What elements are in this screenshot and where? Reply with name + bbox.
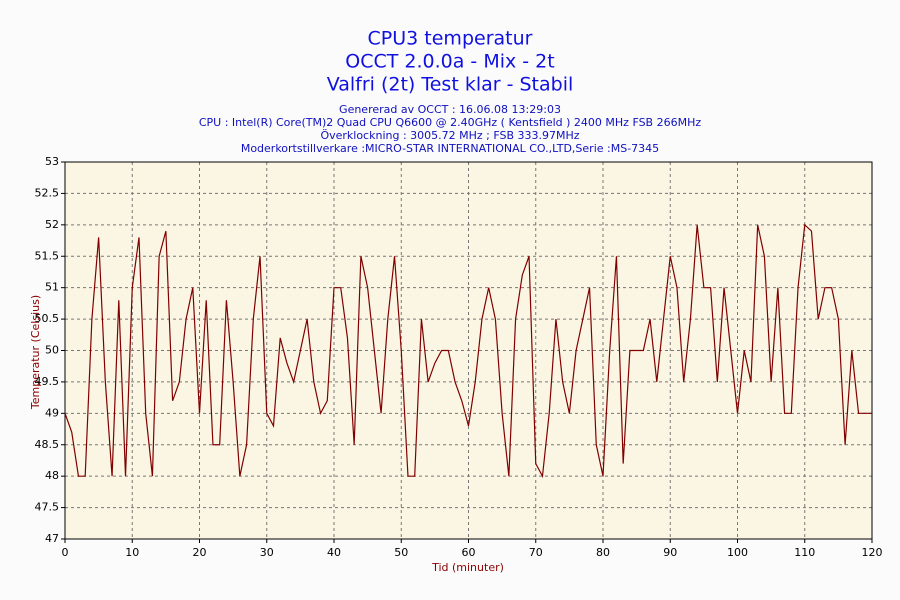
info: Överklockning : 3005.72 MHz ; FSB 333.97… xyxy=(320,129,579,142)
info: Genererad av OCCT : 16.06.08 13:29:03 xyxy=(339,103,561,116)
x-tick-label: 50 xyxy=(394,546,408,559)
x-tick-label: 10 xyxy=(125,546,139,559)
y-tick-label: 47 xyxy=(45,532,59,545)
y-tick-label: 48.5 xyxy=(35,438,60,451)
line-series xyxy=(64,223,872,479)
info: Moderkortstillverkare :MICRO-STAR INTERN… xyxy=(241,142,659,155)
title: Valfri (2t) Test klar - Stabil xyxy=(327,74,574,96)
x-tick-label: 80 xyxy=(596,546,610,559)
y-axis-label: Temperatur (Celsius) xyxy=(29,295,42,410)
y-tick-label: 53 xyxy=(45,155,59,168)
x-tick-label: 60 xyxy=(462,546,476,559)
x-tick-label: 20 xyxy=(193,546,207,559)
title: CPU3 temperatur xyxy=(368,28,533,50)
y-tick-label: 50.5 xyxy=(35,312,60,325)
y-tick-label: 51.5 xyxy=(35,249,60,262)
y-tick-label: 50 xyxy=(45,344,59,357)
x-tick-label: 120 xyxy=(862,546,883,559)
x-tick-label: 0 xyxy=(62,546,69,559)
y-tick-label: 52 xyxy=(45,218,59,231)
x-tick-label: 40 xyxy=(327,546,341,559)
y-tick-label: 48 xyxy=(45,469,59,482)
x-axis-label: Tid (minuter) xyxy=(431,561,504,574)
x-tick-label: 70 xyxy=(529,546,543,559)
plot-border xyxy=(64,161,873,540)
y-tick-label: 52.5 xyxy=(35,186,60,199)
x-tick-label: 110 xyxy=(794,546,815,559)
y-tick-label: 47.5 xyxy=(35,501,60,514)
x-tick-label: 30 xyxy=(260,546,274,559)
info: CPU : Intel(R) Core(TM)2 Quad CPU Q6600 … xyxy=(199,116,701,129)
y-tick-label: 51 xyxy=(45,281,59,294)
y-tick-label: 49.5 xyxy=(35,375,60,388)
title: OCCT 2.0.0a - Mix - 2t xyxy=(345,51,554,73)
y-tick-label: 49 xyxy=(45,406,59,419)
x-tick-label: 90 xyxy=(663,546,677,559)
x-tick-label: 100 xyxy=(727,546,748,559)
